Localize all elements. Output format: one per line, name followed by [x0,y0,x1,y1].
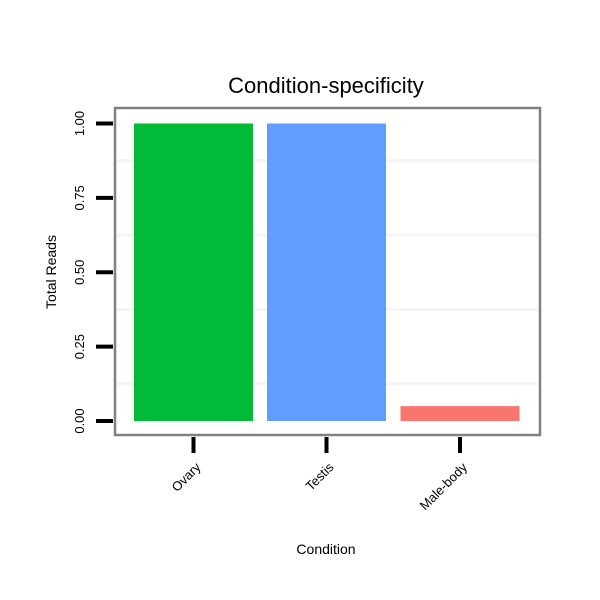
bar-ovary [134,123,253,421]
x-tick-label: Testis [303,459,337,493]
x-tick-label: Ovary [168,459,203,494]
y-axis-label: Total Reads [43,235,59,309]
y-tick-label: 0.50 [72,260,87,285]
y-tick-label: 0.75 [72,185,87,210]
x-tick-label: Male-body [417,459,471,513]
y-tick-label: 0.25 [72,334,87,359]
y-tick-label: 0.00 [72,408,87,433]
bar-testis [267,123,386,421]
x-axis-label: Condition [296,541,355,557]
bar-male-body [400,406,520,421]
chart-title: Condition-specificity [228,73,424,98]
y-tick-label: 1.00 [72,111,87,136]
